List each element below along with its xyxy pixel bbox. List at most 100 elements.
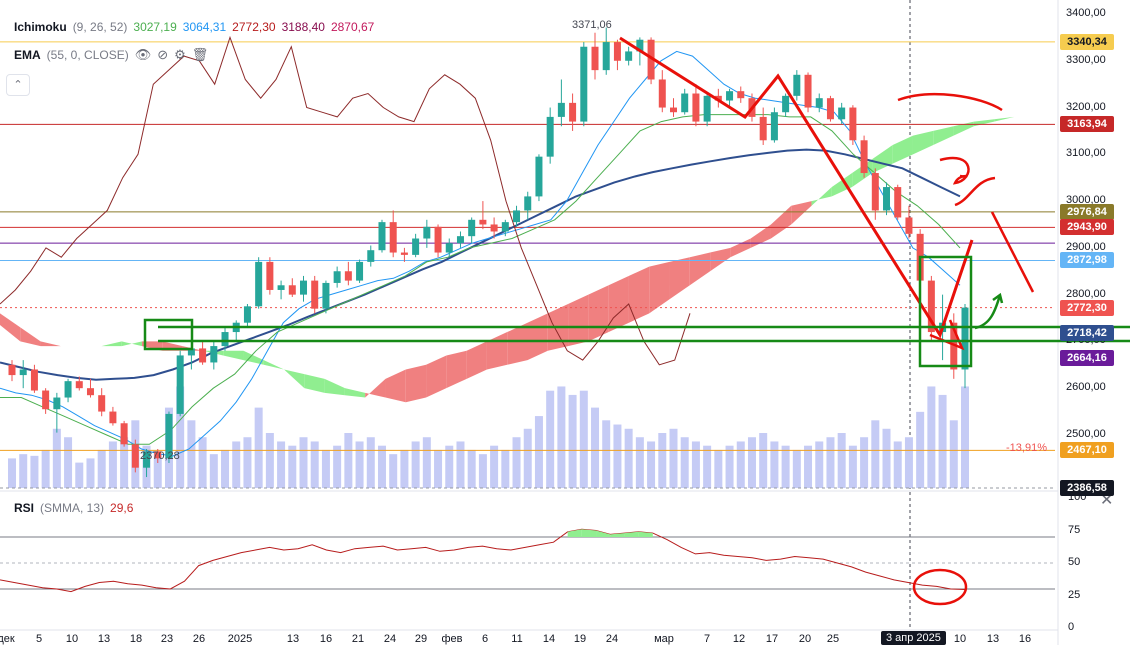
- cloud-segment: [811, 187, 832, 206]
- candle-body: [849, 107, 857, 141]
- time-axis-label: 14: [542, 633, 556, 645]
- candle-body: [613, 42, 621, 61]
- volume-bar: [52, 428, 61, 488]
- volume-bar: [747, 437, 756, 488]
- candle-body: [883, 187, 891, 211]
- ema-legend[interactable]: EMA (55, 0, CLOSE) 👁 ⊘ ⚙ 🗑: [14, 47, 208, 63]
- candle-body: [905, 217, 913, 234]
- cloud-segment: [223, 350, 244, 361]
- candle-body: [400, 252, 408, 255]
- volume-bars: [8, 386, 969, 488]
- rsi-axis-label: 100: [1068, 491, 1087, 503]
- volume-bar: [568, 394, 577, 488]
- candle-body: [255, 261, 263, 307]
- candle-body: [165, 413, 173, 459]
- candle-body: [8, 364, 16, 376]
- volume-bar: [41, 449, 50, 488]
- rsi-legend[interactable]: RSI (SMMA, 13) 29,6: [14, 501, 133, 515]
- candle-body: [277, 285, 285, 290]
- rsi-overbought-fill: [567, 529, 582, 537]
- candle-body: [703, 95, 711, 122]
- trash-icon[interactable]: 🗑: [191, 47, 209, 62]
- volume-bar: [512, 437, 521, 488]
- price-tag: 2943,90: [1060, 219, 1114, 236]
- candle-body: [770, 112, 778, 141]
- cloud-segment: [284, 369, 305, 389]
- volume-bar: [781, 445, 790, 488]
- price-axis-label: 2500,00: [1066, 427, 1106, 440]
- chevron-up-icon: ⌃: [13, 79, 23, 91]
- volume-bar: [400, 449, 409, 488]
- candle-body: [30, 369, 38, 391]
- candle-body: [569, 102, 577, 122]
- candle-body: [692, 93, 700, 122]
- gear-icon[interactable]: ⚙: [174, 47, 186, 62]
- grid: [0, 0, 1059, 645]
- candle-body: [300, 280, 308, 295]
- green-box-left: [143, 318, 194, 351]
- candle-body: [557, 102, 565, 117]
- collapse-legend-button[interactable]: ⌃: [6, 74, 30, 96]
- volume-bar: [736, 441, 745, 488]
- time-axis-label: 20: [798, 633, 812, 645]
- cloud-segment: [40, 341, 61, 347]
- price-tag: 2772,30: [1060, 299, 1114, 316]
- cloud-segment: [649, 261, 670, 314]
- time-axis-label: 6: [481, 633, 489, 645]
- volume-bar: [591, 407, 600, 488]
- eye-icon[interactable]: 👁: [134, 47, 152, 62]
- volume-bar: [434, 449, 443, 488]
- volume-bar: [277, 441, 286, 488]
- time-axis-label: 24: [383, 633, 397, 645]
- ema-name: EMA: [14, 48, 41, 62]
- candle-body: [53, 397, 61, 410]
- candle-body: [367, 250, 375, 262]
- candle-body: [546, 116, 554, 157]
- cloud-segment: [304, 374, 325, 393]
- cloud-segment: [344, 388, 366, 398]
- volume-bar: [871, 420, 880, 488]
- cloud-segment: [831, 173, 853, 197]
- cloud-segment: [973, 119, 995, 127]
- close-rsi-pane-icon[interactable]: ✕: [1100, 492, 1114, 509]
- candle-body: [647, 39, 655, 80]
- time-axis-label: 13: [97, 633, 111, 645]
- volume-bar: [187, 420, 196, 488]
- rsi-overbought-fill: [596, 530, 611, 537]
- volume-bar: [792, 449, 801, 488]
- hide-icon[interactable]: ⊘: [157, 47, 169, 62]
- candle-body: [344, 271, 352, 281]
- volume-bar: [714, 449, 723, 488]
- volume-bar: [422, 437, 431, 488]
- price-tag: 2976,84: [1060, 203, 1114, 220]
- volume-bar: [243, 437, 252, 488]
- rsi-overbought-fill: [610, 533, 625, 537]
- chikou-line: [0, 35, 691, 366]
- time-axis-label: 18: [129, 633, 143, 645]
- time-axis-label: фев: [441, 633, 463, 645]
- red-arc: [897, 92, 1003, 112]
- candle-body: [961, 307, 969, 370]
- cloud-segment: [689, 252, 711, 286]
- percent-change-label: -13,91%: [1006, 442, 1047, 454]
- price-tag: 2872,98: [1060, 252, 1114, 269]
- candle-body: [389, 222, 397, 253]
- time-axis-label: 2025: [227, 633, 253, 645]
- ichimoku-legend[interactable]: Ichimoku (9, 26, 52) 3027,19 3064,31 277…: [14, 20, 374, 34]
- cloud-segment: [426, 355, 447, 398]
- candle-body: [75, 381, 83, 389]
- price-axis-label: 2800,00: [1066, 287, 1106, 300]
- candle-body: [815, 98, 823, 108]
- candle-body: [434, 226, 442, 253]
- candle-body: [726, 91, 734, 101]
- volume-bar: [613, 424, 622, 488]
- volume-bar: [691, 441, 700, 488]
- candle-body: [143, 451, 151, 468]
- time-axis-label: 29: [414, 633, 428, 645]
- volume-bar: [64, 437, 73, 488]
- candle-body: [860, 140, 868, 174]
- candle-body: [86, 388, 94, 396]
- user-drawings[interactable]: [143, 36, 1130, 606]
- volume-bar: [669, 428, 678, 488]
